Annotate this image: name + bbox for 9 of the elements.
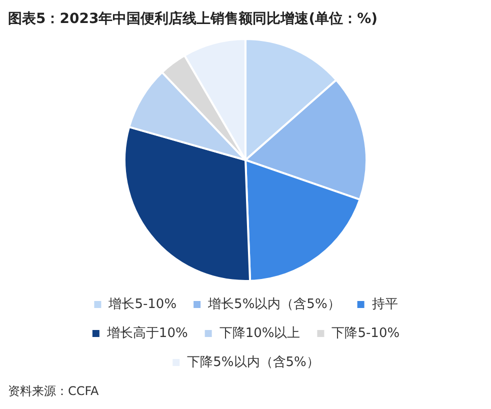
legend-label: 下降10%以上 — [219, 326, 300, 341]
legend-label: 持平 — [372, 296, 398, 312]
chart-title: 图表5：2023年中国便利店线上销售额同比增速(单位：%) — [7, 10, 379, 29]
text: 资料来源：CCFA — [7, 383, 100, 400]
legend-label: 下降5-10% — [332, 326, 400, 341]
legend-label: 下降5%以内（含5%） — [187, 354, 320, 370]
legend-label: 增长5-10% — [108, 296, 177, 312]
legend-label: 增长5%以内（含5%） — [207, 296, 340, 312]
legend-label: 增长高于10% — [106, 324, 188, 341]
